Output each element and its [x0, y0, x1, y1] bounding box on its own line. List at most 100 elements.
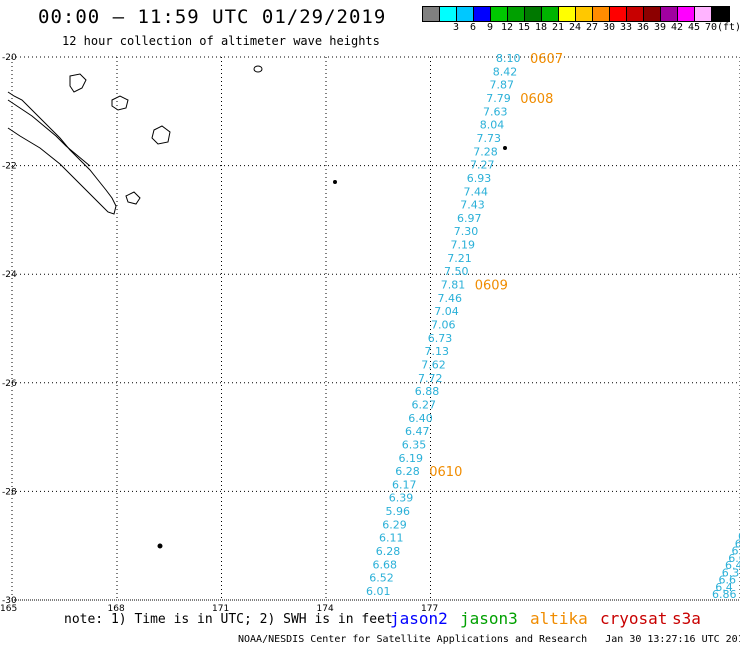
legend-swatch — [627, 7, 644, 21]
satellite-jason2: jason2 — [390, 609, 448, 628]
edge-swh-value: 6.6 — [735, 537, 740, 550]
lat-label: -28 — [2, 487, 17, 497]
new-caledonia-inner — [7, 99, 91, 167]
swh-value: 7.19 — [451, 239, 476, 252]
map-subtitle: 12 hour collection of altimeter wave hei… — [62, 34, 380, 48]
time-label: 0610 — [429, 465, 462, 480]
satellite-cryosat: cryosat — [600, 609, 668, 628]
swh-value: 7.43 — [460, 199, 485, 212]
coastline — [7, 65, 507, 549]
legend-label: 36 — [637, 22, 650, 33]
new-caledonia-outline — [7, 91, 117, 215]
legend-swatch — [712, 7, 729, 21]
swh-value: 6.88 — [415, 385, 440, 398]
lon-label: 171 — [212, 604, 229, 614]
swh-value: 6.40 — [408, 412, 433, 425]
legend-swatch — [695, 7, 712, 21]
legend-swatch — [678, 7, 695, 21]
map-title: 00:00 – 11:59 UTC 01/29/2019 — [38, 6, 387, 28]
legend-swatch — [474, 7, 491, 21]
ile-des-pins — [125, 191, 141, 205]
time-label: 0609 — [475, 279, 508, 294]
swh-track: 8.108.427.877.797.638.047.737.287.276.93… — [366, 52, 521, 598]
lon-label: 177 — [421, 604, 438, 614]
swh-value: 7.63 — [483, 105, 508, 118]
lat-label: -30 — [2, 596, 17, 606]
time-label: 0607 — [530, 52, 563, 67]
swh-value: 7.21 — [447, 252, 472, 265]
lifou-island — [151, 125, 171, 145]
swh-value: 7.73 — [477, 132, 502, 145]
color-legend — [422, 6, 730, 22]
edge-swh-value: 6.4 — [725, 559, 740, 572]
swh-value: 6.19 — [399, 452, 424, 465]
edge-swh-value: 6.4 — [715, 581, 733, 594]
legend-swatch — [525, 7, 542, 21]
swh-value: 6.28 — [395, 465, 420, 478]
swh-value: 7.79 — [486, 92, 511, 105]
swh-value: 7.28 — [473, 145, 498, 158]
lat-label: -20 — [2, 53, 17, 63]
legend-swatch — [508, 7, 525, 21]
loyalty-islands — [111, 95, 129, 111]
swh-value: 6.27 — [412, 398, 437, 411]
satellite-altika: altika — [530, 609, 588, 628]
swh-value: 7.44 — [464, 185, 489, 198]
swh-value: 6.29 — [382, 518, 407, 531]
swh-value: 7.06 — [431, 319, 456, 332]
swh-value: 6.93 — [467, 172, 492, 185]
legend-label: 70 — [705, 22, 718, 33]
legend-swatch — [440, 7, 457, 21]
lat-label: -24 — [2, 270, 17, 280]
norfolk-island — [157, 543, 163, 549]
swh-value: 6.39 — [389, 492, 414, 505]
chesterfield-reef — [253, 65, 263, 73]
map-frame — [11, 56, 740, 601]
time-label: 0608 — [520, 92, 553, 107]
edge-swh-value: 6.6 — [728, 552, 740, 565]
legend-label: 30 — [603, 22, 616, 33]
swh-value: 7.30 — [454, 225, 479, 238]
swh-value: 7.04 — [434, 305, 459, 318]
swh-value: 7.62 — [421, 358, 446, 371]
legend-swatch — [559, 7, 576, 21]
legend-unit: (ft) — [717, 22, 740, 33]
legend-swatch — [593, 7, 610, 21]
satellite-jason3: jason3 — [460, 609, 518, 628]
legend-swatch — [423, 7, 440, 21]
lat-label: -26 — [2, 379, 17, 389]
legend-label: 15 — [518, 22, 531, 33]
legend-label: 42 — [671, 22, 684, 33]
swh-value: 6.73 — [428, 332, 453, 345]
legend-swatch — [542, 7, 559, 21]
edge-swh-value: 6.8 — [738, 530, 740, 543]
swh-value: 6.68 — [373, 558, 398, 571]
swh-value: 7.87 — [490, 79, 515, 92]
swh-value: 6.01 — [366, 585, 391, 598]
hunter-island — [503, 146, 507, 150]
swh-value: 7.50 — [444, 265, 469, 278]
swh-value: 8.42 — [493, 65, 518, 78]
walpole-island — [333, 180, 337, 184]
legend-label: 12 — [501, 22, 514, 33]
lat-label: -22 — [2, 162, 17, 172]
ouvea-island — [69, 73, 87, 93]
swh-value: 6.28 — [376, 545, 401, 558]
swh-value: 7.46 — [438, 292, 463, 305]
swh-value: 8.04 — [480, 119, 505, 132]
legend-swatch — [661, 7, 678, 21]
footnote: note: 1) Time is in UTC; 2) SWH is in fe… — [64, 612, 393, 627]
swh-value: 6.35 — [402, 438, 427, 451]
swh-value: 6.52 — [369, 572, 394, 585]
legend-label: 21 — [552, 22, 565, 33]
legend-label: 3 — [453, 22, 460, 33]
edge-swh-value: 6.5 — [732, 545, 740, 558]
legend-label: 18 — [535, 22, 548, 33]
legend-swatch — [457, 7, 474, 21]
swh-value: 6.17 — [392, 478, 417, 491]
swh-value: 6.47 — [405, 425, 430, 438]
edge-swh-value: 6.86 — [712, 588, 737, 601]
legend-swatch — [644, 7, 661, 21]
